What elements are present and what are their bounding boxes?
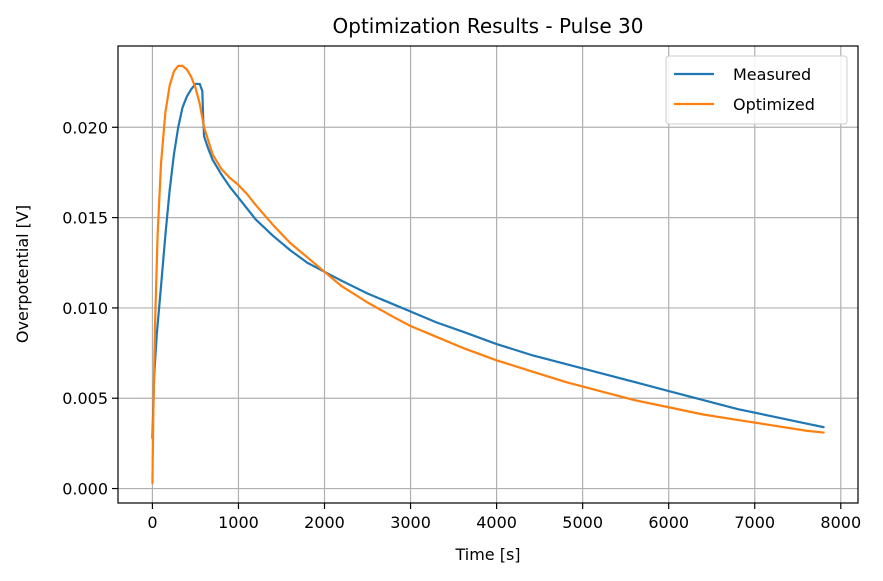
legend-label-measured: Measured [733, 65, 811, 84]
y-tick-label: 0.020 [62, 118, 108, 137]
legend-label-optimized: Optimized [733, 95, 815, 114]
y-tick-label: 0.000 [62, 480, 108, 499]
x-tick-label: 5000 [562, 513, 603, 532]
y-tick-label: 0.005 [62, 389, 108, 408]
y-tick-label: 0.010 [62, 299, 108, 318]
x-tick-label: 4000 [476, 513, 517, 532]
series-line-optimized [151, 64, 825, 485]
plot-frame [117, 45, 859, 504]
x-axis-label: Time [s] [454, 545, 520, 564]
x-tick-label: 3000 [390, 513, 431, 532]
x-tick-label: 7000 [734, 513, 775, 532]
y-axis-label: Overpotential [V] [13, 205, 32, 343]
y-tick-label: 0.015 [62, 209, 108, 228]
series-layer [151, 64, 825, 485]
legend: Measured Optimized [665, 55, 848, 125]
x-tick-label: 0 [147, 513, 157, 532]
x-tick-label: 1000 [218, 513, 259, 532]
x-tick-label: 2000 [304, 513, 345, 532]
x-tick-label: 6000 [648, 513, 689, 532]
series-line-measured [151, 82, 825, 440]
ticks: 0 1000 2000 3000 4000 5000 6000 7000 8000 0.000 0.… [62, 118, 861, 532]
chart-title: Optimization Results - Pulse 30 [333, 14, 644, 38]
x-tick-label: 8000 [820, 513, 861, 532]
